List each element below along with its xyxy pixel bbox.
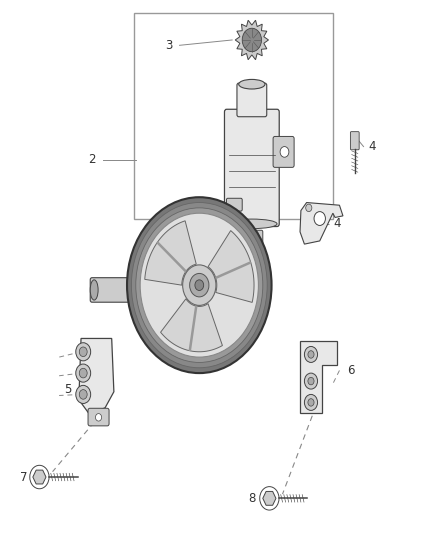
FancyBboxPatch shape <box>237 83 267 117</box>
Text: 2: 2 <box>88 154 96 166</box>
FancyBboxPatch shape <box>88 408 109 426</box>
Circle shape <box>76 343 91 361</box>
Circle shape <box>140 213 258 357</box>
Polygon shape <box>263 491 276 505</box>
FancyBboxPatch shape <box>224 109 279 227</box>
Ellipse shape <box>90 280 98 300</box>
Polygon shape <box>235 20 268 60</box>
Circle shape <box>314 212 325 225</box>
Polygon shape <box>300 203 343 244</box>
Circle shape <box>95 414 102 421</box>
Circle shape <box>308 377 314 385</box>
Bar <box>134 13 333 219</box>
Circle shape <box>195 280 204 290</box>
Circle shape <box>304 394 318 410</box>
Circle shape <box>308 351 314 358</box>
Text: 3: 3 <box>165 39 172 52</box>
FancyBboxPatch shape <box>273 136 294 167</box>
FancyBboxPatch shape <box>90 278 131 302</box>
Text: 1: 1 <box>141 295 148 308</box>
Circle shape <box>308 399 314 406</box>
FancyBboxPatch shape <box>241 230 263 251</box>
Circle shape <box>190 273 209 297</box>
Circle shape <box>79 347 87 357</box>
Text: 4: 4 <box>368 140 376 153</box>
Circle shape <box>306 204 312 212</box>
Circle shape <box>79 390 87 399</box>
Text: 4: 4 <box>333 217 341 230</box>
Text: 7: 7 <box>20 471 28 483</box>
Circle shape <box>76 385 91 403</box>
Text: 8: 8 <box>248 492 255 505</box>
Polygon shape <box>161 299 223 352</box>
Polygon shape <box>33 470 46 484</box>
Circle shape <box>304 373 318 389</box>
Polygon shape <box>300 341 337 413</box>
Circle shape <box>76 364 91 382</box>
Circle shape <box>242 28 261 52</box>
Circle shape <box>280 147 289 157</box>
Polygon shape <box>79 338 114 415</box>
Text: 5: 5 <box>64 383 71 395</box>
Ellipse shape <box>239 79 265 89</box>
Text: 6: 6 <box>346 364 354 377</box>
Circle shape <box>136 208 263 362</box>
FancyBboxPatch shape <box>226 198 242 211</box>
Circle shape <box>131 203 267 368</box>
Circle shape <box>183 265 216 305</box>
Polygon shape <box>145 221 196 285</box>
Polygon shape <box>208 231 254 302</box>
Ellipse shape <box>227 219 277 229</box>
Circle shape <box>127 197 272 373</box>
FancyBboxPatch shape <box>350 132 359 150</box>
Circle shape <box>79 368 87 378</box>
Circle shape <box>304 346 318 362</box>
